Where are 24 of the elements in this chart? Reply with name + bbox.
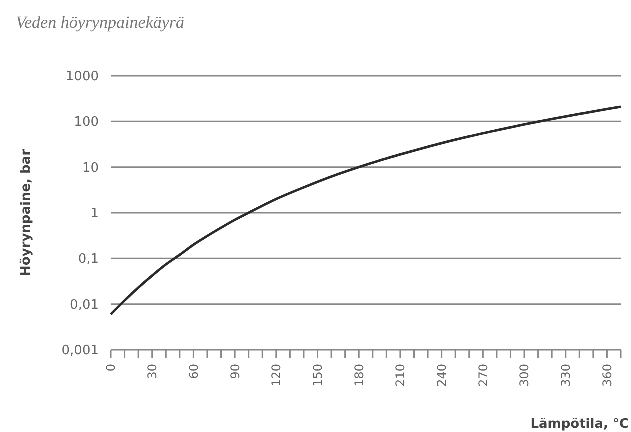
x-tick-label: 180 xyxy=(352,364,366,387)
y-tick-label: 100 xyxy=(74,115,99,130)
y-tick-label: 1 xyxy=(90,206,99,222)
x-tick-label: 150 xyxy=(310,364,325,387)
y-tick-label: 0,1 xyxy=(78,252,99,268)
x-tick-label: 90 xyxy=(228,364,242,380)
chart-title: Veden höyrynpainekäyrä xyxy=(16,13,185,32)
y-tick-label: 0,001 xyxy=(62,344,99,359)
x-tick-label: 330 xyxy=(559,364,574,387)
x-tick-label: 270 xyxy=(476,364,490,387)
x-axis-title: Lämpötila, °C xyxy=(530,417,629,432)
y-tick-label: 10 xyxy=(82,160,99,176)
y-tick-label: 1000 xyxy=(66,70,99,85)
x-tick-label: 210 xyxy=(394,364,408,387)
x-tick-label: 30 xyxy=(146,364,160,380)
x-tick-label: 0 xyxy=(104,364,118,372)
x-tick-label: 300 xyxy=(518,364,532,387)
x-tick-label: 240 xyxy=(435,364,450,387)
x-tick-label: 60 xyxy=(186,364,201,380)
y-tick-label: 0,01 xyxy=(70,298,99,313)
y-axis-title: Höyrynpaine, bar xyxy=(19,148,34,276)
line-series xyxy=(110,106,622,316)
x-tick-label: 360 xyxy=(600,364,614,387)
x-tick-label: 120 xyxy=(270,364,284,387)
